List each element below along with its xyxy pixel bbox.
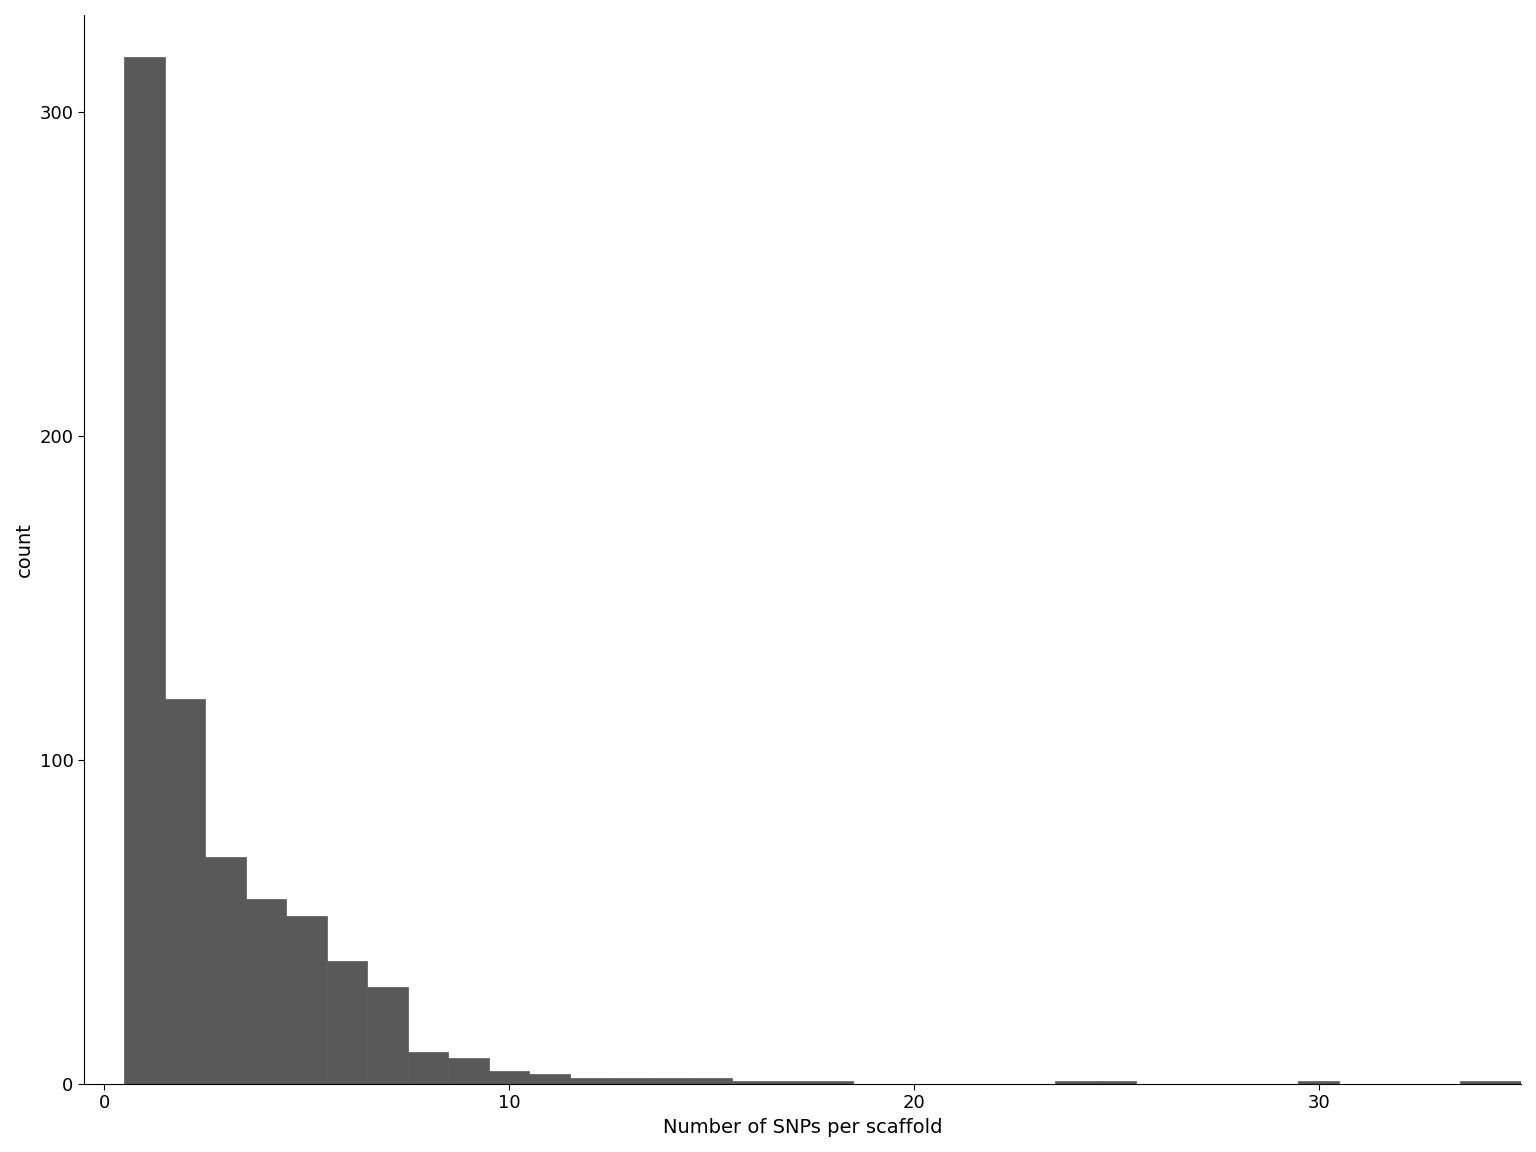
Bar xyxy=(449,1058,488,1084)
Bar xyxy=(530,1075,570,1084)
Bar xyxy=(610,1077,651,1084)
Bar xyxy=(1501,1081,1536,1084)
Bar xyxy=(691,1077,731,1084)
X-axis label: Number of SNPs per scaffold: Number of SNPs per scaffold xyxy=(662,1117,942,1137)
Bar xyxy=(813,1081,852,1084)
Bar xyxy=(773,1081,813,1084)
Bar xyxy=(164,698,206,1084)
Bar xyxy=(286,916,327,1084)
Bar xyxy=(1055,1081,1097,1084)
Bar xyxy=(206,857,246,1084)
Bar xyxy=(327,961,367,1084)
Y-axis label: count: count xyxy=(15,522,34,577)
Bar xyxy=(488,1071,530,1084)
Bar xyxy=(651,1077,691,1084)
Bar xyxy=(246,900,286,1084)
Bar xyxy=(367,987,409,1084)
Bar xyxy=(731,1081,773,1084)
Bar xyxy=(1461,1081,1501,1084)
Bar xyxy=(124,58,164,1084)
Bar xyxy=(1298,1081,1339,1084)
Bar xyxy=(1097,1081,1137,1084)
Bar xyxy=(570,1077,610,1084)
Bar xyxy=(409,1052,449,1084)
